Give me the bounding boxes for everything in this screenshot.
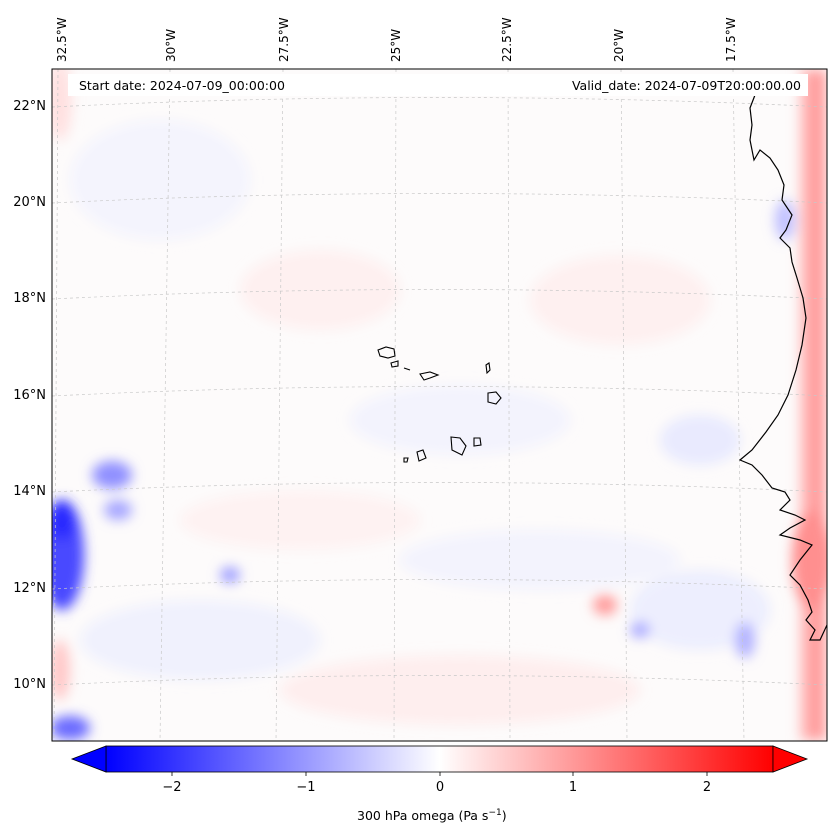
lon-label: 25°W <box>389 28 403 62</box>
map-frame <box>51 68 828 742</box>
lat-label: 14°N <box>13 484 46 499</box>
cape-verde-islands <box>377 346 502 463</box>
colorbar-tick: −2 <box>162 780 182 795</box>
lat-label: 10°N <box>13 677 46 692</box>
lon-label: 22.5°W <box>500 17 514 62</box>
lon-label: 30°W <box>164 28 178 62</box>
lat-label: 12°N <box>13 581 46 596</box>
lat-label: 20°N <box>13 195 46 210</box>
lat-label: 18°N <box>13 291 46 306</box>
omega-blobs <box>52 69 827 740</box>
valid-date-label: Valid_date: 2024-07-09T20:00:00.00 <box>571 78 801 93</box>
lat-label: 22°N <box>13 99 46 114</box>
lat-label: 16°N <box>13 388 46 403</box>
lon-label: 32.5°W <box>55 17 69 62</box>
gridlines <box>52 69 827 741</box>
omega-field <box>52 69 827 741</box>
colorbar-tick: 2 <box>702 780 712 795</box>
colorbar-tick: 0 <box>435 780 445 795</box>
colorbar <box>70 745 809 776</box>
colorbar-tick: 1 <box>568 780 578 795</box>
colorbar-title: 300 hPa omega (Pa s−1) <box>357 808 507 824</box>
lon-label: 17.5°W <box>724 17 738 62</box>
colorbar-tick: −1 <box>296 780 316 795</box>
africa-coastline <box>738 94 827 641</box>
lon-label: 27.5°W <box>277 17 291 62</box>
start-date-label: Start date: 2024-07-09_00:00:00 <box>79 78 285 93</box>
lon-label: 20°W <box>612 28 626 62</box>
